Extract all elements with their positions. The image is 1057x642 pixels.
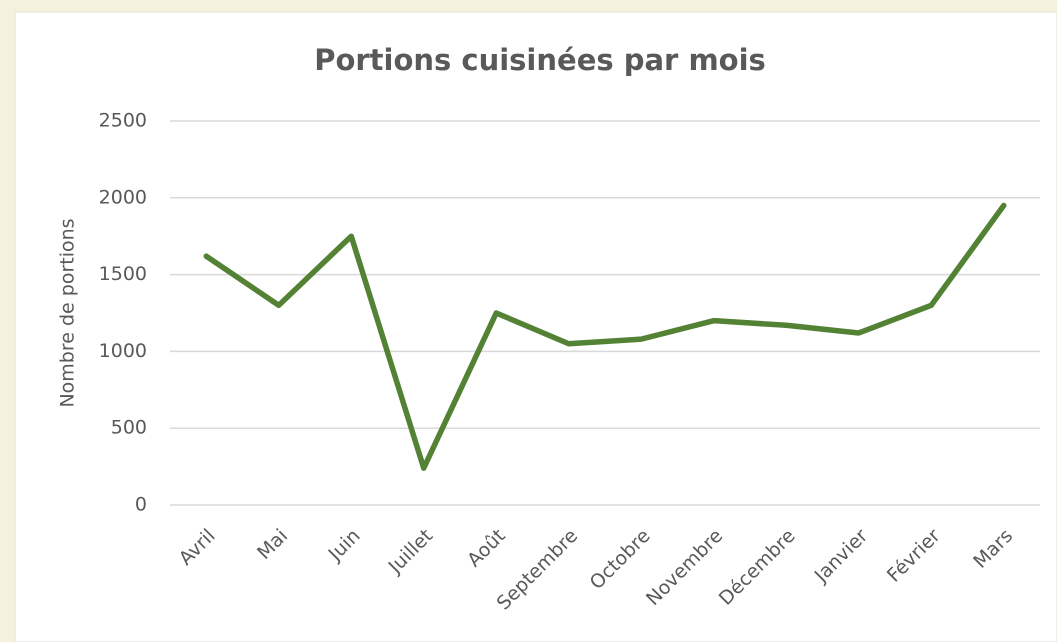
data-line	[203, 202, 1007, 471]
y-tick-label: 1000	[99, 340, 147, 362]
y-tick-label: 2000	[99, 186, 147, 208]
y-tick-label: 2500	[99, 110, 147, 132]
y-axis-label: Nombre de portions	[57, 218, 79, 407]
chart-title: Portions cuisinées par mois	[314, 43, 766, 77]
y-tick-label: 500	[111, 417, 147, 439]
y-tick-label: 1500	[99, 263, 147, 285]
y-tick-label: 0	[135, 494, 147, 516]
